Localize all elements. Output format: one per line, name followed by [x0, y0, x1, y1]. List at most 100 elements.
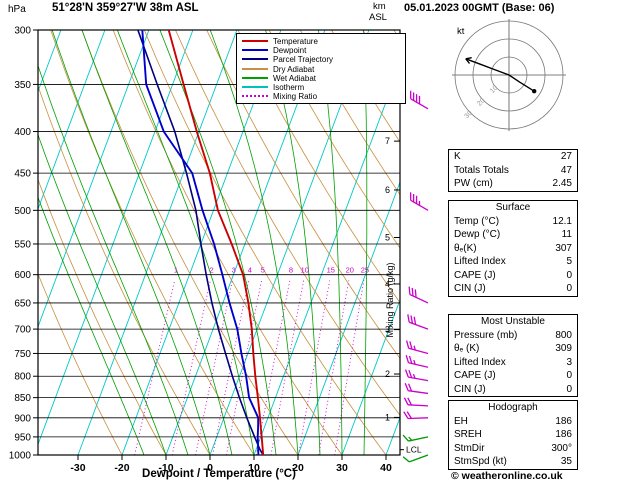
table-row: SREH 186	[449, 428, 577, 442]
pressure-tick-label: 700	[14, 325, 31, 336]
mixing-ratio-value-label: 1	[174, 266, 178, 275]
temp-tick-label: 10	[248, 462, 260, 474]
wind-barb	[404, 369, 429, 382]
wind-barb-feather	[404, 369, 409, 378]
wind-barb-half-feather	[408, 436, 413, 441]
row-value: 0	[566, 370, 572, 381]
wind-barb-half-feather	[412, 373, 416, 379]
wind-barb-feather	[407, 383, 413, 392]
legend-item: Parcel Trajectory	[242, 55, 400, 64]
wind-barb-feather	[404, 383, 409, 391]
legend-label: Mixing Ratio	[273, 92, 318, 102]
wind-barb	[404, 383, 429, 395]
kt-label: kt	[457, 26, 465, 37]
wind-barb-half-feather	[413, 345, 416, 351]
dewpoint-line-swatch	[242, 49, 268, 52]
mixing-ratio-line	[195, 280, 233, 455]
isotherm-line	[38, 30, 194, 446]
temperature-curve	[167, 30, 265, 455]
pressure-tick-label: 850	[14, 393, 31, 404]
pressure-tick-label: 350	[14, 80, 31, 91]
wind-barb	[407, 314, 429, 330]
isotherm-line	[77, 30, 238, 455]
wind-barb	[405, 340, 429, 355]
mixing-ratio-value-label: 20	[346, 266, 354, 275]
legend: Temperature Dewpoint Parcel Trajectory D…	[236, 33, 406, 105]
wet-adiabat-line-swatch	[242, 76, 268, 79]
wind-barb-feather	[405, 354, 410, 363]
table-row: Temp (°C) 12.1	[449, 215, 577, 229]
row-value: 800	[555, 329, 572, 341]
row-value: 35	[560, 456, 572, 467]
km-tick-label: 5	[385, 232, 390, 242]
row-value: 0	[566, 269, 572, 281]
table-title: Most Unstable	[481, 316, 545, 327]
row-value: 12.1	[552, 215, 572, 227]
hodograph-table: Hodograph EH 186 SREH 186 StmDir 300° StmSp…	[448, 400, 578, 470]
table-row: StmSpd (kt) 35	[449, 455, 577, 469]
pressure-tick-label: 1000	[9, 451, 32, 462]
table-title: Hodograph	[488, 402, 538, 413]
wind-barb-feather	[408, 355, 413, 364]
table-row: K 27	[449, 150, 577, 164]
isotherm-line-swatch	[242, 85, 268, 88]
row-label: CAPE (J)	[454, 370, 496, 381]
dry-adiabat-line	[237, 30, 400, 304]
isotherm-line	[341, 298, 400, 455]
mixing-ratio-line	[255, 280, 291, 455]
mixing-ratio-value-label: 10	[301, 266, 309, 275]
pressure-tick-label: 950	[14, 432, 31, 443]
row-value: 307	[555, 242, 572, 254]
row-label: Pressure (mb)	[454, 329, 518, 341]
table-row: CIN (J) 0	[449, 383, 577, 397]
km-tick-label: 4	[385, 279, 390, 289]
wind-barb	[405, 354, 429, 368]
row-value: 186	[555, 429, 572, 440]
table-row: CAPE (J) 0	[449, 369, 577, 383]
table-row: StmDir 300°	[449, 442, 577, 456]
isotherm-line	[297, 180, 400, 455]
temp-tick-label: -30	[70, 462, 85, 474]
mixing-ratio-line-swatch	[242, 95, 268, 98]
parcel-trajectory-curve	[137, 30, 264, 455]
legend-label: Wet Adiabat	[273, 73, 316, 83]
row-label: CAPE (J)	[454, 269, 496, 281]
row-label: Totals Totals	[454, 164, 509, 176]
parcel-line-swatch	[242, 58, 268, 61]
indices-table: K 27 Totals Totals 47 PW (cm) 2.45	[448, 149, 578, 192]
wind-barb-half-feather	[413, 359, 416, 365]
wind-barb-feather	[411, 287, 414, 296]
pressure-tick-label: 400	[14, 127, 31, 138]
row-label: Lifted Index	[454, 356, 506, 368]
table-row: Dewp (°C) 11	[449, 228, 577, 242]
pressure-tick-label: 550	[14, 239, 31, 250]
wind-barb-feather	[402, 456, 410, 463]
surface-table: Surface Temp (°C) 12.1 Dewp (°C) 11 θₑ(K) 3…	[448, 200, 578, 297]
wind-barb-feather	[409, 341, 413, 350]
row-label: θₑ (K)	[454, 343, 480, 354]
km-tick-label: 3	[385, 325, 390, 335]
row-label: StmDir	[454, 442, 485, 454]
sounding-profiles	[137, 30, 265, 455]
row-label: CIN (J)	[454, 283, 486, 294]
row-label: Temp (°C)	[454, 215, 500, 227]
row-label: Lifted Index	[454, 256, 506, 267]
valid-datetime: 05.01.2023 00GMT (Base: 06)	[404, 2, 555, 14]
legend-label: Parcel Trajectory	[273, 55, 334, 65]
pressure-tick-label: 450	[14, 169, 31, 180]
mixing-ratio-line	[270, 280, 305, 455]
row-value: 309	[555, 343, 572, 354]
mixing-ratio-value-label: 25	[361, 266, 369, 275]
wind-barb	[403, 397, 429, 407]
row-label: SREH	[454, 429, 482, 440]
wind-barb-feather	[408, 369, 413, 378]
wind-barb	[403, 411, 429, 420]
table-row: EH 186	[449, 415, 577, 429]
mixing-ratio-value-label: 5	[261, 266, 265, 275]
plot-border	[37, 29, 401, 456]
mixing-ratio-axis-label: Mixing Ratio (g/kg)	[385, 262, 395, 338]
wind-barb-feather	[407, 314, 410, 323]
